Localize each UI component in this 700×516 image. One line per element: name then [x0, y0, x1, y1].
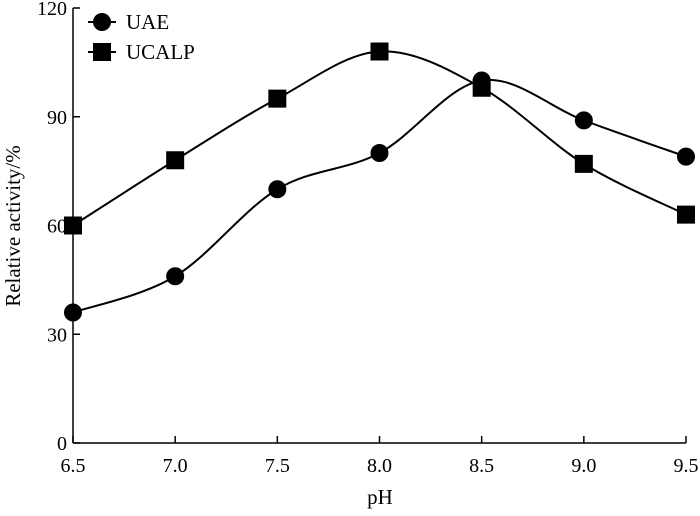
legend: UAE UCALP — [88, 10, 195, 64]
y-tick-label: 60 — [47, 216, 67, 238]
data-point-ucalp — [677, 205, 695, 224]
data-point-uae — [268, 180, 287, 199]
plot-area: 6.5 7.0 7.5 8.0 8.5 9.0 9.5 0 30 60 90 120 — [37, 0, 699, 477]
x-tick-label: 9.5 — [674, 455, 699, 477]
legend-label-ucalp: UCALP — [126, 40, 195, 64]
data-point-ucalp — [370, 42, 389, 61]
x-tick-label: 6.5 — [61, 455, 86, 477]
legend-item-ucalp: UCALP — [88, 40, 195, 64]
series-line-uae — [72, 78, 687, 314]
x-tick-label: 8.5 — [469, 455, 494, 477]
x-ticks: 6.5 7.0 7.5 8.0 8.5 9.0 9.5 — [61, 436, 699, 477]
legend-item-uae: UAE — [88, 10, 169, 34]
x-axis-label: pH — [367, 485, 393, 509]
series-layer — [64, 42, 695, 322]
data-point-ucalp — [574, 154, 593, 173]
series-line-ucalp — [72, 50, 687, 227]
data-point-uae — [574, 111, 593, 130]
y-axis-label: Relative activity/% — [1, 145, 25, 307]
y-tick-label: 30 — [47, 324, 67, 346]
data-point-ucalp — [166, 151, 185, 170]
x-tick-label: 7.5 — [265, 455, 290, 477]
x-tick-label: 8.0 — [367, 455, 392, 477]
data-point-ucalp — [472, 78, 491, 97]
y-tick-label: 0 — [57, 433, 67, 455]
y-tick-label: 120 — [37, 0, 67, 20]
legend-marker-ucalp — [93, 43, 111, 61]
data-point-uae — [166, 267, 185, 286]
data-point-uae — [64, 303, 82, 322]
legend-label-uae: UAE — [126, 10, 169, 34]
data-point-ucalp — [64, 216, 82, 235]
legend-marker-uae — [93, 13, 111, 31]
data-point-uae — [370, 144, 389, 162]
x-tick-label: 9.0 — [571, 455, 596, 477]
x-tick-label: 7.0 — [163, 455, 188, 477]
y-tick-label: 90 — [47, 107, 67, 129]
data-point-uae — [677, 147, 695, 166]
data-point-ucalp — [268, 89, 287, 108]
